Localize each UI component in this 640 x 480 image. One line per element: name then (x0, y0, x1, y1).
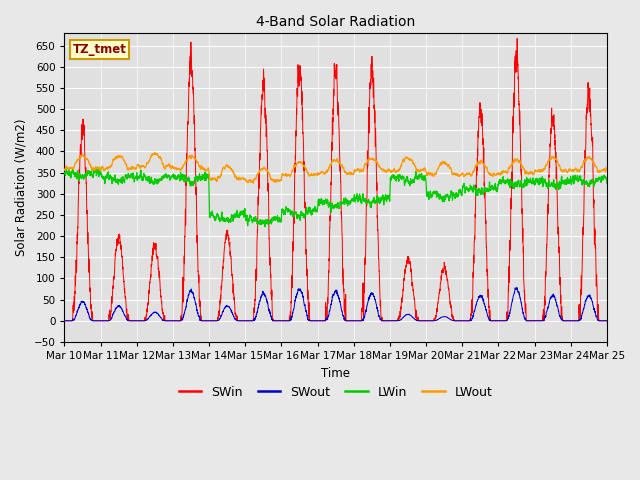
Legend: SWin, SWout, LWin, LWout: SWin, SWout, LWin, LWout (174, 381, 497, 404)
Text: TZ_tmet: TZ_tmet (72, 43, 127, 56)
Y-axis label: Solar Radiation (W/m2): Solar Radiation (W/m2) (15, 119, 28, 256)
Title: 4-Band Solar Radiation: 4-Band Solar Radiation (256, 15, 415, 29)
X-axis label: Time: Time (321, 367, 350, 380)
